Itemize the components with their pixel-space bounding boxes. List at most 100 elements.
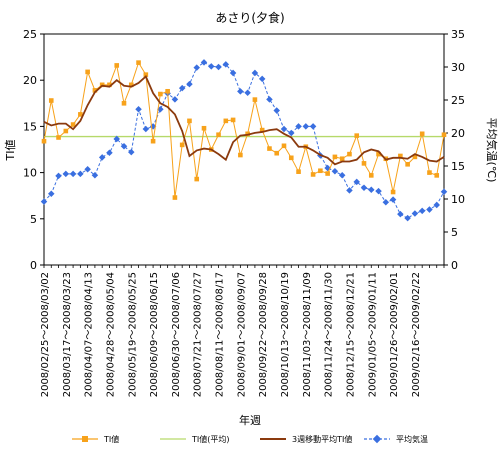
x-tick-label: 2008/03/17～2008/03/23 xyxy=(62,272,73,397)
temperature-point xyxy=(360,184,368,192)
temperature-point xyxy=(375,187,382,195)
x-tick-label: 2009/01/05～2009/01/11 xyxy=(367,272,378,397)
ti-point xyxy=(347,151,352,157)
legend-label-ti: TI値 xyxy=(104,435,120,444)
legend-swatch-ti-moving-average xyxy=(260,438,286,440)
ti-point xyxy=(114,63,120,68)
ti-point xyxy=(325,171,330,176)
ti-point xyxy=(288,155,294,161)
plot-area-frame xyxy=(43,33,445,266)
x-tick-label: 2008/06/09～2008/06/15 xyxy=(149,272,160,397)
ti-point xyxy=(296,169,301,174)
temperature-point xyxy=(244,89,251,96)
chart-title: あさり(夕食) xyxy=(215,10,284,25)
legend-label-ti-average: TI値(平均) xyxy=(192,435,230,444)
temperature-point xyxy=(295,123,302,130)
ti-point xyxy=(339,156,345,162)
x-tick-label: 2008/09/01～2008/09/07 xyxy=(236,272,247,397)
temperature-point xyxy=(382,199,390,206)
temperature-point xyxy=(84,166,91,173)
ti-point xyxy=(398,153,403,159)
ti-point xyxy=(267,146,272,151)
y-right-tick-label: 25 xyxy=(451,94,465,107)
ti-point xyxy=(150,138,156,144)
ti-point xyxy=(390,189,396,195)
ti-point xyxy=(332,154,338,160)
temperature-point xyxy=(40,198,48,205)
x-tick-label: 2008/04/28～2008/05/04 xyxy=(105,272,116,397)
ti-point xyxy=(376,151,381,157)
ti-point xyxy=(368,173,374,178)
temperature-point xyxy=(142,125,150,133)
temperature-point xyxy=(193,64,200,71)
ti-point xyxy=(107,82,112,88)
temperature-point xyxy=(389,196,397,203)
ti-point xyxy=(158,91,163,97)
temperature-point xyxy=(331,168,339,175)
ti-point xyxy=(78,112,83,117)
y-left-tick-label: 20 xyxy=(23,74,37,87)
temperature-point xyxy=(135,105,142,113)
temperature-point xyxy=(288,129,295,137)
temperature-point xyxy=(106,149,113,157)
temperature-point xyxy=(273,107,280,114)
x-tick-label: 2009/02/16～2009/02/22 xyxy=(411,272,422,397)
y-right-tick-label: 5 xyxy=(451,226,458,239)
temperature-point xyxy=(178,84,186,92)
temperature-point xyxy=(91,171,99,179)
temperature-point xyxy=(266,96,273,103)
temperature-point xyxy=(98,154,106,161)
x-tick-label: 2008/08/11～2008/08/17 xyxy=(215,272,226,397)
temperature-point xyxy=(120,142,128,150)
y-left-tick-label: 0 xyxy=(30,259,37,272)
x-axis-label: 年週 xyxy=(239,413,261,427)
temperature-point xyxy=(353,178,360,186)
temperature-point xyxy=(113,135,120,143)
ti-point xyxy=(48,98,54,103)
y-right-tick-label: 20 xyxy=(451,127,465,140)
temperature-point xyxy=(418,207,426,215)
ti-point xyxy=(441,132,447,138)
temperature-point xyxy=(69,170,77,178)
ti-point xyxy=(201,125,207,131)
ti-point xyxy=(434,173,440,178)
y-left-tick-label: 10 xyxy=(23,167,37,180)
temperature-point xyxy=(48,190,55,197)
temperature-point xyxy=(229,69,237,77)
x-tick-label: 2008/12/15～2008/12/21 xyxy=(345,272,356,397)
ti-point xyxy=(252,97,258,102)
y-axis-right-label: 平均気温(℃) xyxy=(485,118,499,183)
temperature-point xyxy=(309,123,317,130)
ti-point xyxy=(187,118,192,124)
ti-point xyxy=(56,135,61,140)
y-right-tick-label: 30 xyxy=(451,61,465,74)
x-tick-label: 2008/02/25～2008/03/02 xyxy=(40,272,51,397)
y-right-tick-label: 10 xyxy=(451,193,465,206)
temperature-point xyxy=(426,206,433,213)
ti-point xyxy=(143,72,149,77)
y-left-tick-label: 15 xyxy=(23,120,37,133)
x-tick-label: 2008/09/22～2008/09/28 xyxy=(258,272,269,397)
temperature-point xyxy=(237,88,244,95)
ti-point xyxy=(274,150,280,156)
legend-swatch-ti-average xyxy=(160,438,186,440)
temperature-point xyxy=(368,186,375,194)
ti-point xyxy=(136,60,141,65)
ti-point xyxy=(92,88,98,93)
ti-point xyxy=(41,138,47,144)
ti-point xyxy=(128,82,134,88)
y-left-tick-label: 25 xyxy=(23,28,37,41)
x-tick-label: 2008/10/13～2008/10/19 xyxy=(280,272,291,397)
ti-point xyxy=(165,88,170,94)
ti-point xyxy=(194,176,200,182)
ti-point xyxy=(281,143,287,149)
ti-point xyxy=(412,154,418,160)
ti-point xyxy=(99,82,105,88)
temperature-point xyxy=(55,172,62,180)
x-tick-label: 2008/06/30～2008/07/06 xyxy=(171,272,182,397)
plot-layer: 0 5 10 15 20 25 0 5 10 15 20 25 30 35 2008/02/25～2008/… xyxy=(23,28,465,397)
temperature-point xyxy=(397,210,404,218)
ti-point xyxy=(70,122,76,127)
temperature-point xyxy=(186,80,193,88)
